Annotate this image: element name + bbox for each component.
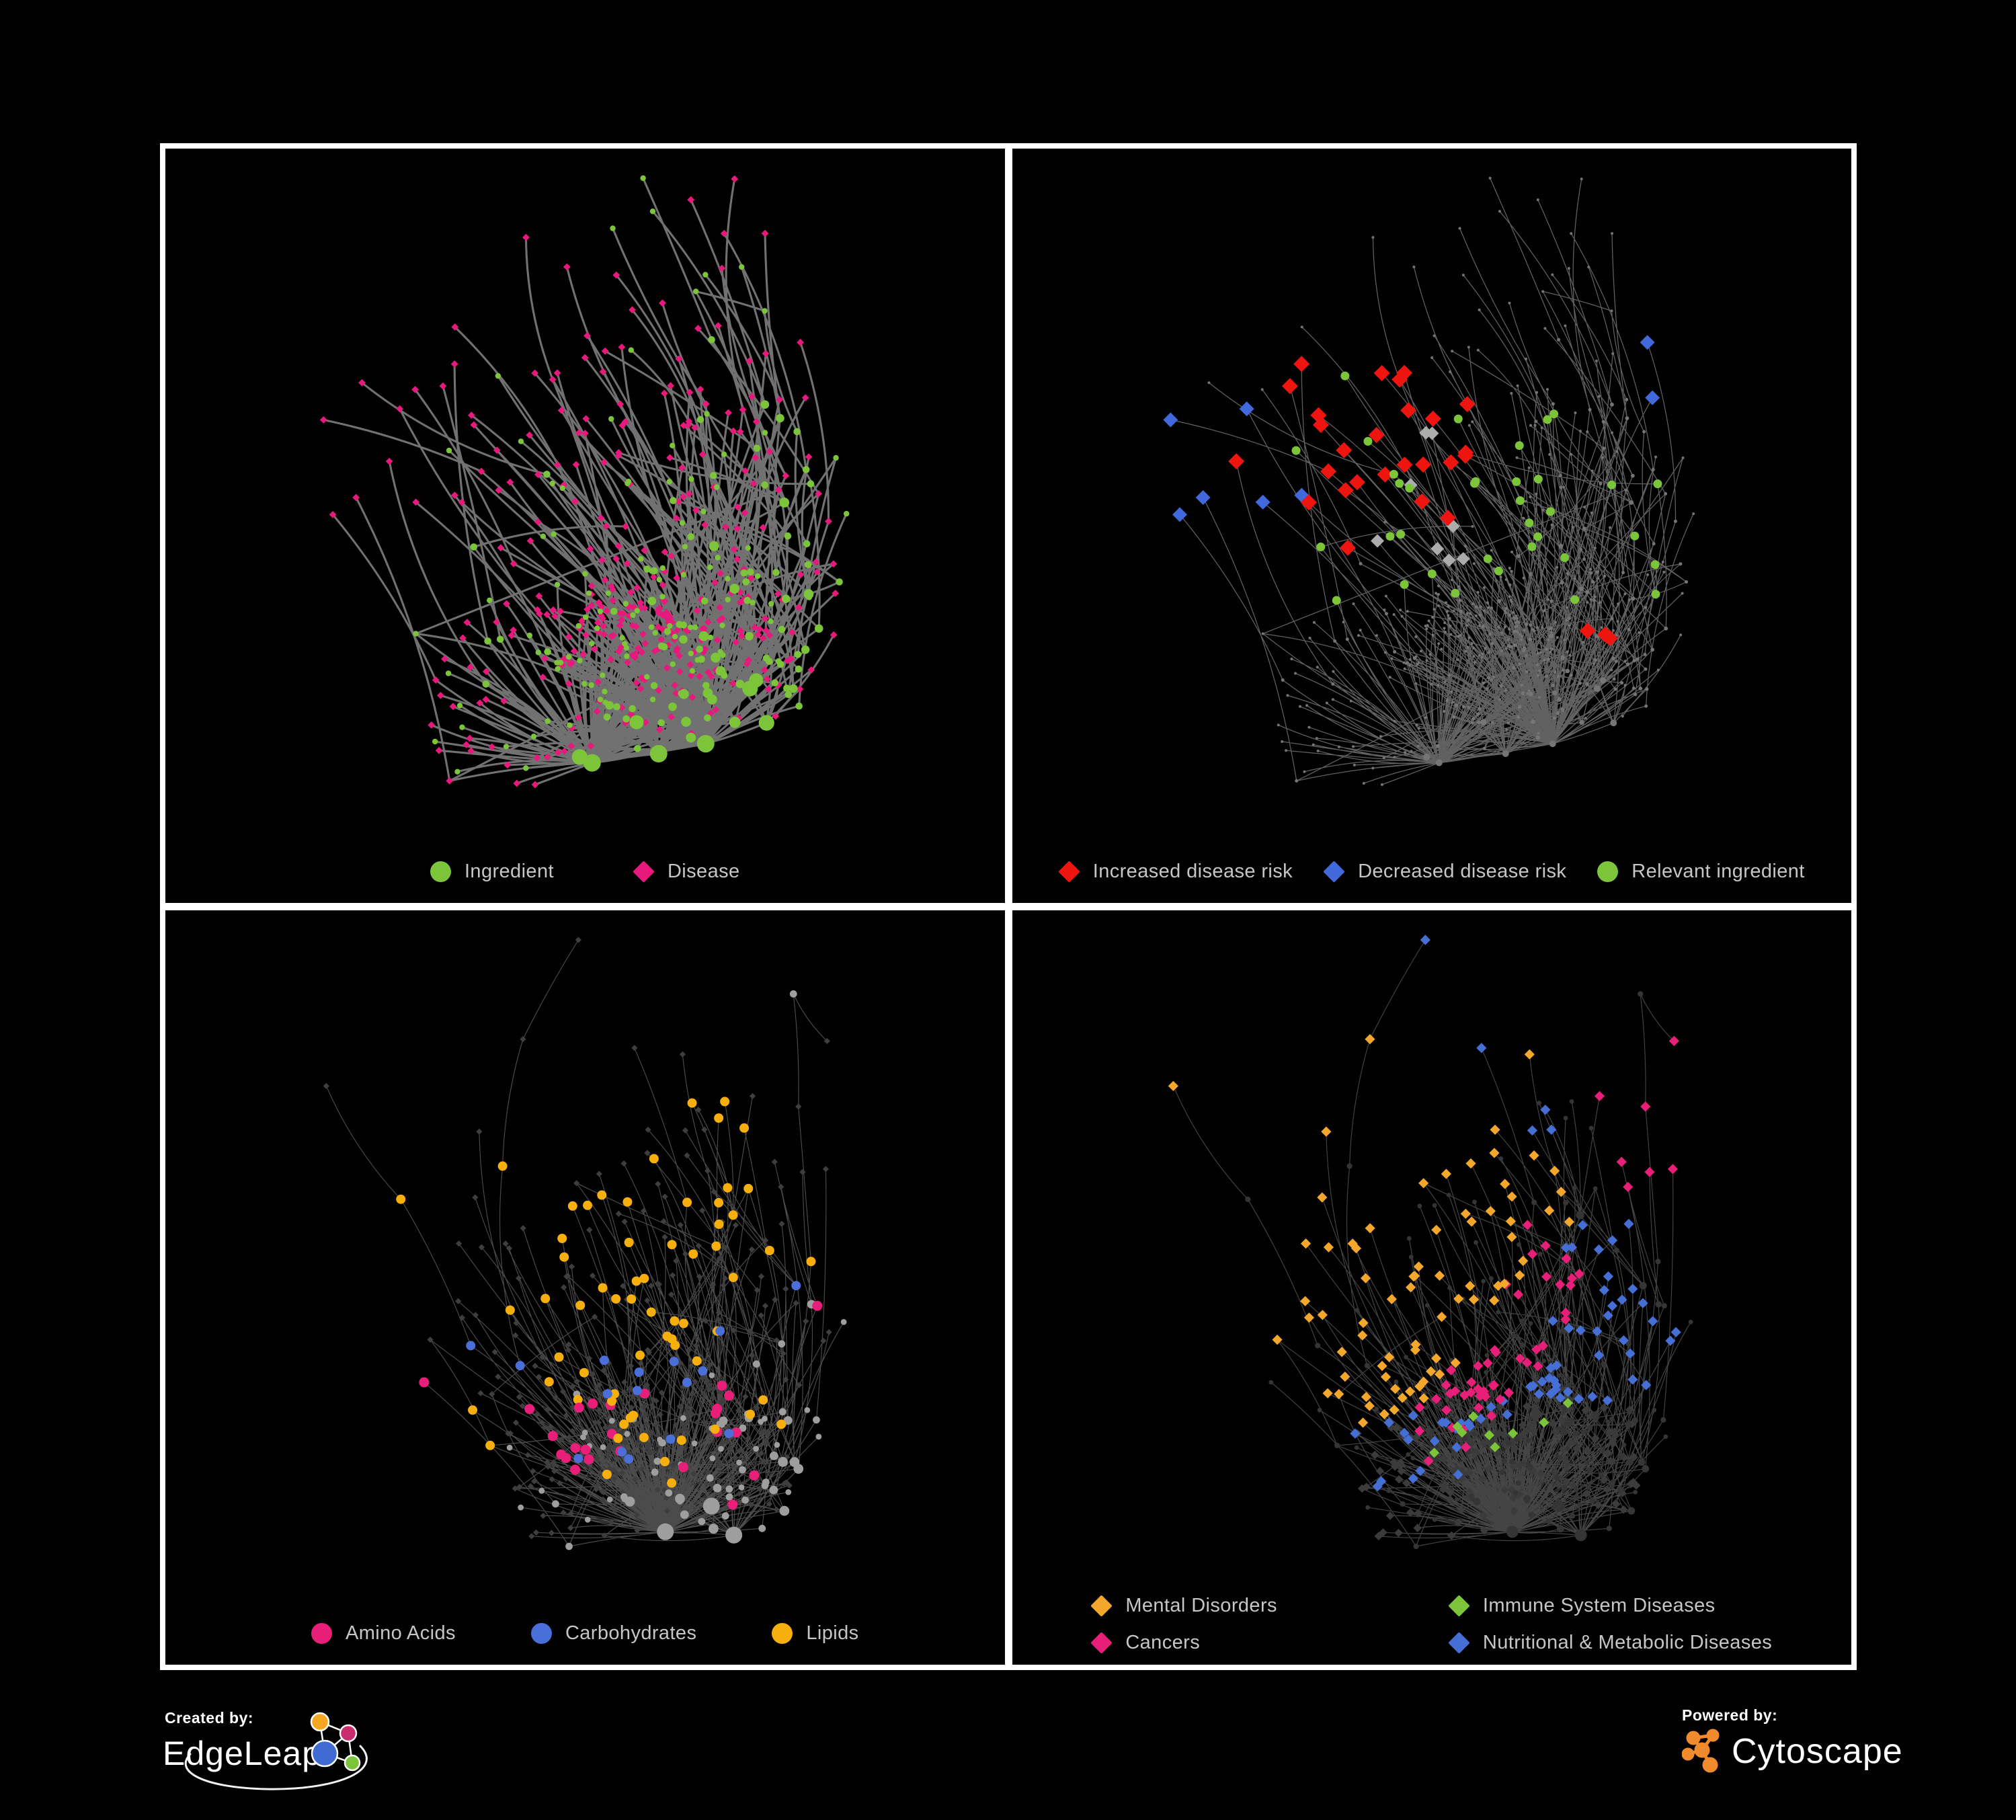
- legend-item: Increased disease risk: [1057, 861, 1293, 883]
- legend-item: Nutritional & Metabolic Diseases: [1448, 1632, 1773, 1654]
- legend-item: Relevant ingredient: [1597, 861, 1804, 883]
- legend-label: Immune System Diseases: [1482, 1595, 1716, 1616]
- ingredient-circle-swatch: [430, 861, 451, 882]
- legend-label: Relevant ingredient: [1631, 861, 1805, 882]
- legend-label: Disease: [667, 861, 740, 882]
- legend-disease-risk: Increased disease risk Decreased disease…: [1012, 861, 1852, 883]
- four-panel-figure: Ingredient Disease Increased disease ris…: [160, 143, 1857, 1670]
- orange-node-icon: [310, 1712, 330, 1732]
- carbohydrates-circle-swatch: [530, 1623, 552, 1644]
- legend-label: Nutritional & Metabolic Diseases: [1482, 1632, 1773, 1653]
- legend-item: Ingredient: [430, 861, 554, 883]
- legend-label: Ingredient: [464, 861, 554, 882]
- legend-label: Decreased disease risk: [1358, 861, 1567, 882]
- network-disease-risk: [1162, 177, 1695, 786]
- legend-label: Increased disease risk: [1092, 861, 1293, 882]
- green-node-icon: [344, 1754, 361, 1772]
- cancers-diamond-swatch: [1090, 1632, 1113, 1654]
- legend-item: Cancers: [1090, 1632, 1277, 1654]
- legend-disease-classes: Mental Disorders Immune System Diseases …: [1012, 1595, 1852, 1654]
- magenta-node-icon: [339, 1724, 358, 1743]
- legend-item: Lipids: [772, 1622, 858, 1645]
- legend-item: Amino Acids: [311, 1622, 456, 1645]
- edgeleap-swoosh: [184, 1745, 368, 1790]
- legend-label: Mental Disorders: [1125, 1595, 1277, 1616]
- panel-compound-classes: Amino Acids Carbohydrates Lipids: [165, 910, 1005, 1665]
- network-disease-classes: [1168, 935, 1693, 1550]
- legend-item: Immune System Diseases: [1448, 1595, 1772, 1617]
- decreased-risk-diamond-swatch: [1323, 861, 1345, 883]
- network-ingredient-disease: [319, 175, 850, 789]
- legend-label: Lipids: [806, 1622, 859, 1644]
- panel-ingredient-disease: Ingredient Disease: [165, 149, 1005, 903]
- lipids-circle-swatch: [772, 1623, 793, 1644]
- immune-diseases-diamond-swatch: [1448, 1595, 1470, 1617]
- legend-label: Cancers: [1125, 1632, 1201, 1653]
- panel-disease-classes: Mental Disorders Immune System Diseases …: [1012, 910, 1852, 1665]
- cytoscape-logo-icon: [1682, 1729, 1720, 1773]
- edgeleap-credit: Created by: EdgeLeap: [153, 1703, 489, 1801]
- legend-label: Carbohydrates: [565, 1622, 697, 1644]
- increased-risk-diamond-swatch: [1057, 861, 1080, 883]
- legend-item: Mental Disorders: [1090, 1595, 1277, 1617]
- disease-diamond-swatch: [633, 861, 655, 883]
- legend-compound-classes: Amino Acids Carbohydrates Lipids: [165, 1622, 1005, 1645]
- edgeleap-logo: Created by: EdgeLeap: [163, 1709, 368, 1790]
- relevant-ingredient-circle-swatch: [1597, 861, 1619, 882]
- cytoscape-wordmark: Cytoscape: [1732, 1732, 1903, 1771]
- legend-item: Disease: [633, 861, 740, 883]
- blue-node-icon: [311, 1739, 339, 1768]
- powered-by-label: Powered by:: [1682, 1706, 1778, 1724]
- legend-item: Decreased disease risk: [1323, 861, 1567, 883]
- legend-ingredient-disease: Ingredient Disease: [165, 861, 1005, 883]
- mental-disorders-diamond-swatch: [1090, 1595, 1113, 1617]
- legend-item: Carbohydrates: [530, 1622, 697, 1645]
- edgeleap-glyph-nodes: [310, 1712, 361, 1772]
- cytoscape-glyph: [1682, 1729, 1720, 1773]
- cytoscape-credit: Powered by: Cytoscape: [1682, 1706, 1903, 1776]
- edgeleap-wordmark: EdgeLeap: [163, 1735, 321, 1772]
- created-by-label: Created by:: [165, 1709, 253, 1727]
- legend-label: Amino Acids: [345, 1622, 456, 1644]
- nutritional-diseases-diamond-swatch: [1448, 1632, 1470, 1654]
- amino-acids-circle-swatch: [311, 1623, 332, 1644]
- network-compound-classes: [323, 937, 847, 1550]
- panel-disease-risk: Increased disease risk Decreased disease…: [1012, 149, 1852, 903]
